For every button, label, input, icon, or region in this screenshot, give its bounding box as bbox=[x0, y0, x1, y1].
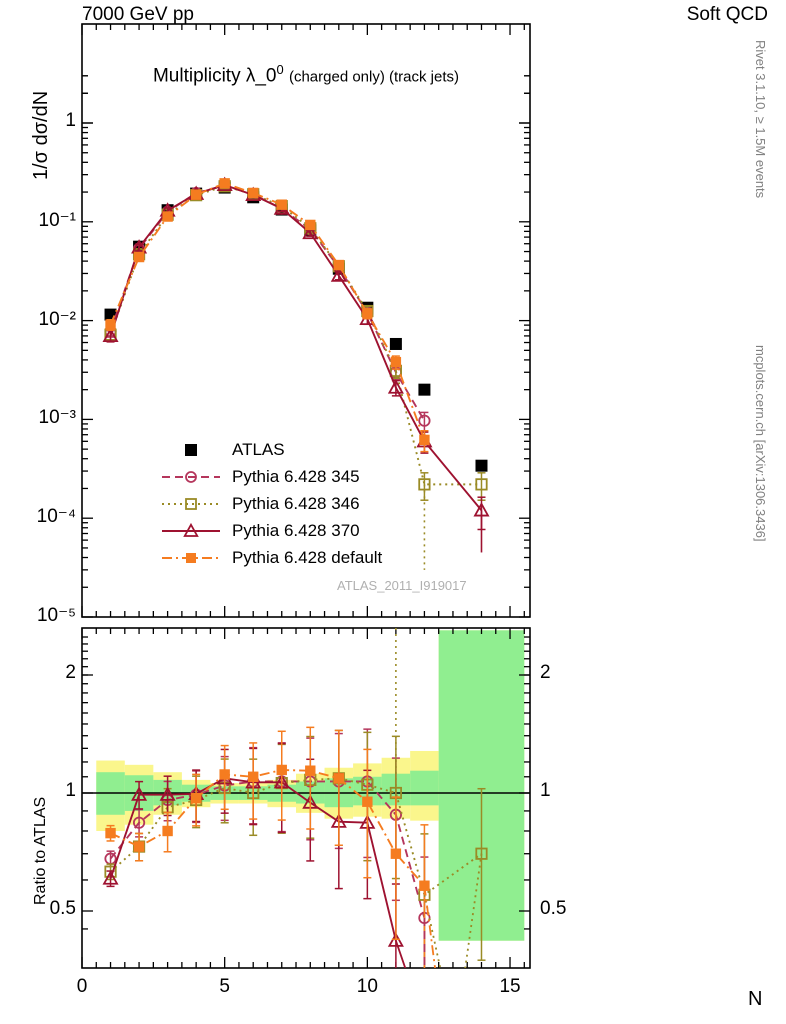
data-marker bbox=[305, 219, 316, 231]
ratio-series-line bbox=[395, 940, 407, 968]
data-marker bbox=[219, 769, 230, 780]
data-marker bbox=[333, 773, 345, 784]
ratio-y-tick-label-left: 2 bbox=[65, 662, 76, 683]
data-marker bbox=[387, 379, 404, 394]
legend-marker-open-triangle-icon bbox=[160, 521, 222, 541]
data-marker bbox=[390, 848, 402, 859]
legend-label: ATLAS bbox=[232, 439, 285, 459]
data-marker bbox=[102, 327, 119, 343]
data-marker bbox=[276, 199, 287, 210]
data-marker bbox=[105, 827, 116, 839]
analysis-watermark: ATLAS_2011_I919017 bbox=[337, 578, 467, 593]
legend-entry[interactable]: Pythia 6.428 346 bbox=[160, 490, 382, 517]
plot-title-sub: (charged only) (track jets) bbox=[288, 68, 460, 86]
plot-title-superscript: 0 bbox=[276, 62, 284, 77]
data-marker bbox=[190, 792, 202, 804]
ratio-panel-frame bbox=[81, 627, 531, 969]
main-y-tick-label: 10⁻² bbox=[38, 308, 77, 330]
legend-marker-filled-square-icon bbox=[160, 440, 222, 460]
legend-label: Pythia 6.428 346 bbox=[232, 493, 360, 513]
data-marker bbox=[248, 771, 259, 782]
legend-label: Pythia 6.428 345 bbox=[232, 466, 360, 486]
data-marker bbox=[387, 932, 404, 947]
x-tick-label: 10 bbox=[356, 976, 378, 997]
ratio-y-tick-label-left: 0.5 bbox=[49, 898, 76, 919]
data-marker bbox=[185, 470, 197, 483]
data-marker bbox=[362, 308, 373, 319]
data-marker bbox=[131, 786, 148, 801]
data-marker bbox=[185, 497, 197, 510]
data-marker bbox=[390, 356, 402, 368]
data-marker bbox=[276, 764, 287, 776]
main-y-tick-label: 10⁻⁵ bbox=[36, 605, 76, 626]
legend-entry[interactable]: Pythia 6.428 default bbox=[160, 544, 382, 571]
data-marker bbox=[162, 825, 173, 837]
data-marker bbox=[302, 224, 319, 240]
data-marker bbox=[330, 267, 347, 282]
legend-marker-open-square-icon bbox=[160, 494, 222, 514]
data-marker bbox=[475, 847, 488, 860]
header-beam-label: 7000 GeV pp bbox=[82, 4, 194, 25]
axis-ticks bbox=[81, 24, 530, 968]
main-y-tick-label: 1 bbox=[65, 110, 76, 131]
ratio-y-tick-label-right: 1 bbox=[540, 780, 551, 801]
x-tick-label: 5 bbox=[219, 976, 230, 997]
legend: ATLAS Pythia 6.428 345 Pythia 6.428 346 Pyt… bbox=[160, 436, 382, 571]
main-y-tick-label: 10⁻⁴ bbox=[36, 506, 76, 528]
data-marker bbox=[133, 841, 145, 852]
data-marker bbox=[418, 383, 431, 396]
x-tick-label: 0 bbox=[76, 976, 88, 997]
data-marker bbox=[389, 337, 402, 350]
header-process-label: Soft QCD bbox=[686, 4, 768, 25]
data-marker bbox=[185, 443, 197, 456]
data-marker bbox=[190, 189, 202, 200]
data-marker bbox=[159, 786, 176, 801]
band-inner-segment bbox=[410, 770, 439, 806]
legend-entry[interactable]: ATLAS bbox=[160, 436, 382, 463]
ratio-series-line bbox=[464, 853, 483, 968]
main-y-tick-label: 10⁻¹ bbox=[38, 209, 77, 231]
ratio-y-tick-label-left: 1 bbox=[65, 780, 76, 801]
plot-title: Multiplicity λ_00 (charged only) (track … bbox=[82, 62, 530, 87]
data-marker bbox=[132, 816, 146, 829]
data-marker bbox=[219, 178, 230, 189]
x-tick-label: 15 bbox=[499, 976, 521, 997]
data-marker bbox=[475, 478, 488, 491]
x-axis-label: N bbox=[748, 988, 763, 1010]
ratio-series-group bbox=[102, 628, 488, 968]
data-marker bbox=[333, 259, 345, 271]
ratio-series-line bbox=[110, 768, 426, 887]
data-marker bbox=[186, 552, 196, 563]
ratio-series-line bbox=[423, 885, 436, 968]
legend-entry[interactable]: Pythia 6.428 370 bbox=[160, 517, 382, 544]
main-y-tick-label: 10⁻³ bbox=[38, 407, 77, 429]
data-marker bbox=[248, 187, 259, 199]
data-marker bbox=[475, 459, 488, 472]
data-marker bbox=[133, 251, 145, 263]
data-marker bbox=[102, 870, 119, 885]
data-marker bbox=[305, 765, 316, 776]
legend-label: Pythia 6.428 370 bbox=[232, 520, 360, 540]
data-marker bbox=[419, 880, 430, 891]
legend-marker-filled-square-icon bbox=[160, 548, 222, 568]
data-marker bbox=[105, 319, 116, 330]
data-marker bbox=[362, 796, 373, 807]
data-marker bbox=[418, 414, 431, 427]
legend-marker-open-circle-icon bbox=[160, 467, 222, 487]
main-series-group bbox=[102, 176, 490, 570]
data-marker bbox=[162, 211, 173, 222]
plot-title-main: Multiplicity λ_0 bbox=[152, 65, 277, 87]
legend-label: Pythia 6.428 default bbox=[232, 547, 383, 567]
data-marker bbox=[419, 434, 430, 446]
ratio-y-tick-label-right: 2 bbox=[540, 662, 551, 683]
series-line bbox=[109, 182, 426, 441]
data-marker bbox=[418, 478, 431, 491]
legend-entry[interactable]: Pythia 6.428 345 bbox=[160, 463, 382, 490]
data-marker bbox=[183, 522, 199, 537]
ratio-y-tick-label-right: 0.5 bbox=[540, 898, 567, 919]
series-line bbox=[109, 184, 426, 422]
